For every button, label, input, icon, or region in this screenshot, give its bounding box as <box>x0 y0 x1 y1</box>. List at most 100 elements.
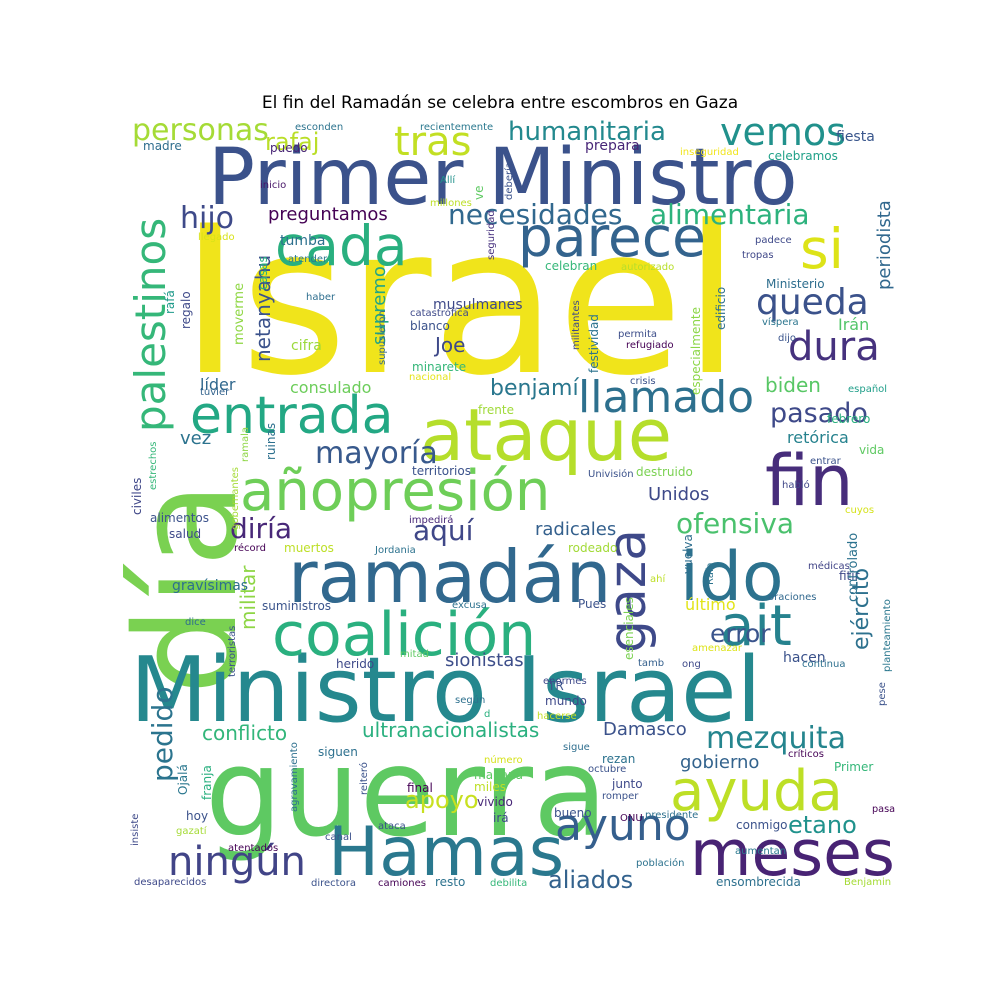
word-135: vida <box>859 443 884 457</box>
word-70: cifra <box>291 338 322 354</box>
word-63: vez <box>180 428 211 449</box>
word-182: insiste <box>130 814 141 846</box>
word-165: número <box>484 754 523 766</box>
word-164: franja <box>200 765 214 800</box>
word-27: vemos <box>720 110 846 154</box>
word-144: ahí <box>650 573 666 585</box>
word-59: netanyahu <box>251 255 275 362</box>
word-78: Ministerio <box>766 277 825 291</box>
word-13: cada <box>275 214 408 278</box>
word-105: militantes <box>571 300 582 350</box>
word-148: dice <box>185 617 206 628</box>
word-160: según <box>455 694 485 706</box>
word-124: Jordania <box>374 545 416 556</box>
word-118: civiles <box>130 478 144 515</box>
word-74: moverme <box>232 283 247 345</box>
word-188: conmigo <box>736 818 788 832</box>
word-122: récord <box>234 542 266 554</box>
word-69: tumba <box>280 233 325 249</box>
word-146: oraciones <box>768 592 816 603</box>
word-30: hijo <box>180 201 234 236</box>
word-14: parece <box>518 205 706 269</box>
word-94: haber <box>306 292 336 303</box>
word-22: llamado <box>578 372 754 423</box>
word-172: junto <box>611 777 643 791</box>
word-65: militar <box>236 565 260 630</box>
word-117: ruinas <box>264 423 278 460</box>
word-111: nacional <box>409 372 451 383</box>
word-77: casas <box>256 256 270 290</box>
word-192: población <box>636 857 684 869</box>
word-58: radicales <box>535 519 616 540</box>
word-90: millones <box>430 198 472 209</box>
word-113: frente <box>478 403 514 417</box>
word-6: ramadán <box>288 535 611 619</box>
word-100: edificio <box>714 287 728 330</box>
word-110: supusieron <box>377 310 388 365</box>
word-194: desaparecidos <box>134 877 206 888</box>
word-176: romper <box>602 791 639 802</box>
word-97: autorizado <box>621 262 674 273</box>
word-7: ataque <box>420 393 672 477</box>
word-170: miles <box>474 780 506 794</box>
word-83: recientemente <box>420 122 493 133</box>
word-44: rafaj <box>265 128 319 156</box>
word-134: controlado <box>846 533 861 602</box>
word-190: canal <box>325 832 352 843</box>
word-5: Ministro Israel <box>130 638 762 743</box>
word-126: rodeado <box>568 541 617 555</box>
word-38: aquí <box>413 514 475 547</box>
word-15: ido <box>680 538 784 617</box>
word-116: ramala <box>240 427 251 462</box>
word-88: ve <box>472 186 486 200</box>
word-48: ejército <box>849 568 874 650</box>
word-84: esconden <box>295 122 343 133</box>
word-112: tuvier <box>200 387 230 398</box>
chart-title: El fin del Ramadán se celebra entre esco… <box>261 93 739 113</box>
word-73: minarete <box>412 360 466 374</box>
word-189: pasa <box>872 804 895 815</box>
word-153: ong <box>682 659 701 670</box>
word-99: tropas <box>742 250 774 261</box>
word-136: entrar <box>810 456 842 467</box>
word-62: Irán <box>838 315 869 334</box>
word-11: añopresión <box>240 459 550 524</box>
word-8: coalición <box>272 600 536 670</box>
word-45: preguntamos <box>268 204 388 225</box>
word-53: Damasco <box>603 719 687 740</box>
word-41: error <box>710 619 771 648</box>
word-178: vivido <box>477 795 513 809</box>
word-85: madre <box>143 139 182 153</box>
word-24: ayuno <box>555 800 691 851</box>
word-127: vuelva <box>681 534 695 574</box>
word-61: Joe <box>433 333 465 357</box>
word-82: inseguridad <box>680 147 739 158</box>
word-179: bueno <box>554 806 592 820</box>
word-184: ataca <box>378 821 406 832</box>
word-129: Univisión <box>588 468 634 480</box>
word-40: pedido <box>146 687 179 782</box>
word-138: español <box>848 384 887 395</box>
word-152: tamb <box>638 658 664 669</box>
word-167: sigue <box>563 742 590 753</box>
word-26: queda <box>756 282 869 323</box>
word-92: llegado <box>198 232 235 243</box>
word-125: impedirá <box>409 514 453 526</box>
word-171: rezan <box>602 752 635 766</box>
word-35: pasado <box>770 398 868 429</box>
word-23: ningún <box>168 839 306 885</box>
word-52: ultranacionalistas <box>362 718 539 742</box>
word-141: excusa <box>452 600 487 611</box>
word-1: Israel <box>180 183 740 421</box>
word-86: puedo <box>270 141 308 155</box>
word-200: Benjamin <box>844 877 891 888</box>
word-183: gazatí <box>176 825 208 837</box>
word-187: presidente <box>645 810 698 821</box>
word-147: planteamiento <box>882 599 893 672</box>
word-157: enormes <box>543 676 587 687</box>
word-102: dijo <box>778 333 796 344</box>
word-72: blanco <box>410 319 450 333</box>
word-109: catastrófica <box>410 307 469 319</box>
word-115: estrechos <box>148 442 159 491</box>
word-76: rafá <box>163 290 177 314</box>
